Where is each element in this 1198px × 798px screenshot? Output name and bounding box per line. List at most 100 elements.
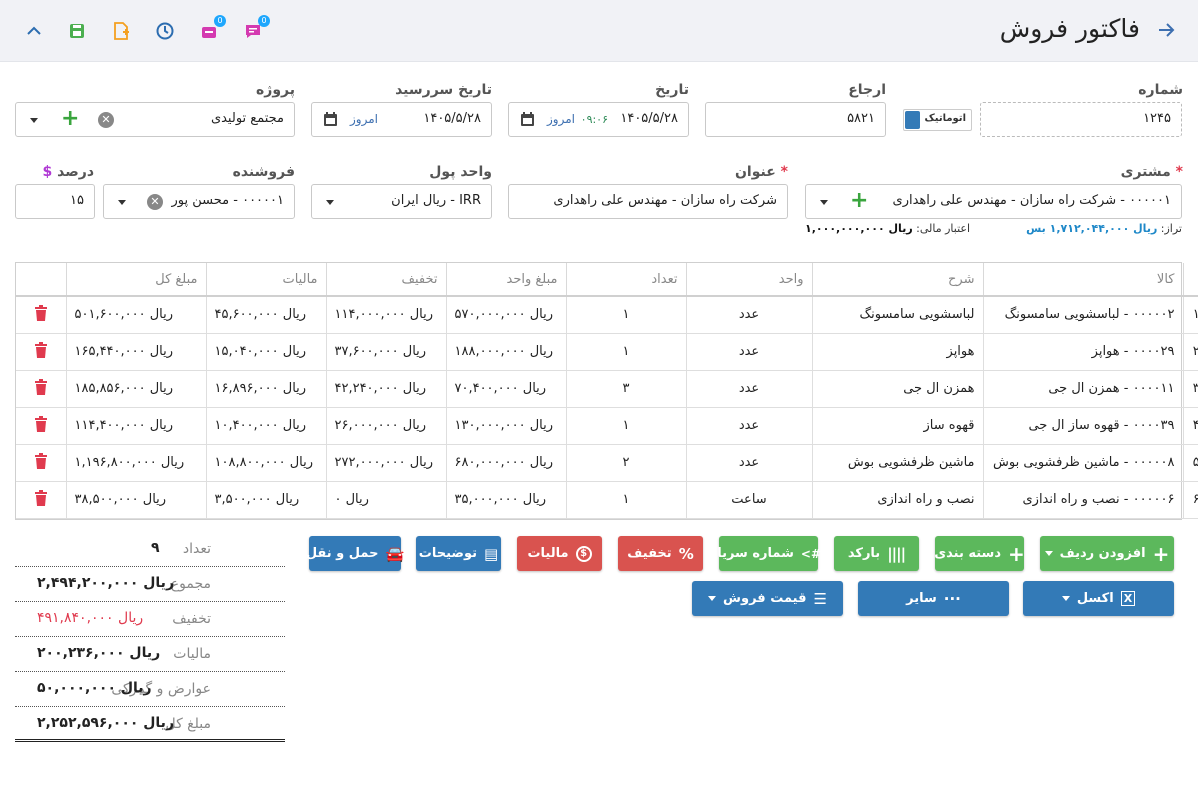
item-cell[interactable]: ۰۰۰۰۱۱ - همزن ال جی — [982, 370, 1183, 408]
unit-cell[interactable]: ساعت — [685, 481, 812, 519]
shipping-button[interactable]: 🚘 حمل و نقل — [306, 536, 404, 571]
percent-input[interactable]: ۱۵ — [15, 184, 95, 219]
price-cell[interactable]: ریال ۱۸۸,۰۰۰,۰۰۰ — [445, 333, 566, 371]
total-cell[interactable]: ریال ۱,۱۹۶,۸۰۰,۰۰۰ — [65, 444, 206, 482]
unit-cell[interactable]: عدد — [685, 333, 812, 371]
sale-price-button[interactable]: ☰ قیمت فروش — [692, 581, 843, 616]
qty-cell[interactable]: ۱ — [565, 407, 686, 445]
category-button[interactable]: + دسته بندی — [934, 536, 1025, 571]
project-select[interactable]: مجتمع تولیدی ✕ + — [15, 102, 295, 137]
project-clear-icon[interactable]: ✕ — [98, 112, 114, 128]
item-cell[interactable]: ۰۰۰۰۰۸ - ماشین ظرفشویی بوش — [982, 444, 1183, 482]
price-cell[interactable]: ریال ۳۵,۰۰۰,۰۰۰ — [445, 481, 566, 519]
inbox-icon[interactable]: 0 — [199, 15, 226, 41]
customer-add-icon[interactable]: + — [850, 188, 869, 213]
currency-dropdown-caret-icon[interactable] — [326, 200, 334, 205]
reference-input[interactable]: ۵۸۲۱ — [705, 102, 886, 137]
desc-cell[interactable]: هواپز — [811, 333, 983, 371]
auto-number-toggle[interactable]: اتوماتیک — [903, 109, 972, 131]
total-cell[interactable]: ریال ۵۰۱,۶۰۰,۰۰۰ — [65, 296, 206, 334]
new-document-icon[interactable] — [111, 21, 131, 41]
seller-dropdown-caret-icon[interactable] — [118, 200, 126, 205]
tax-cell[interactable]: ریال ۱۶,۸۹۶,۰۰۰ — [205, 370, 326, 408]
project-dropdown-caret-icon[interactable] — [30, 118, 38, 123]
discount-cell[interactable]: ریال ۴۲,۲۴۰,۰۰۰ — [325, 370, 446, 408]
discount-cell[interactable]: ریال ۲۷۲,۰۰۰,۰۰۰ — [325, 444, 446, 482]
due-date-input[interactable]: ۱۴۰۵/۵/۲۸ امروز — [311, 102, 492, 137]
discount-cell[interactable]: ریال ۱۱۴,۰۰۰,۰۰۰ — [325, 296, 446, 334]
price-cell[interactable]: ریال ۶۸۰,۰۰۰,۰۰۰ — [445, 444, 566, 482]
unit-cell[interactable]: عدد — [685, 444, 812, 482]
delete-row-trash-icon[interactable] — [34, 415, 48, 432]
barcode-button[interactable]: |||| بارکد — [834, 536, 919, 571]
date-today-link[interactable]: امروز — [547, 112, 575, 126]
subject-input[interactable]: شرکت راه سازان - مهندس علی راهداری — [508, 184, 788, 219]
seller-clear-icon[interactable]: ✕ — [147, 194, 163, 210]
save-icon[interactable] — [67, 21, 87, 41]
tax-cell[interactable]: ریال ۴۵,۶۰۰,۰۰۰ — [205, 296, 326, 334]
desc-cell[interactable]: همزن ال جی — [811, 370, 983, 408]
price-cell[interactable]: ریال ۷۰,۴۰۰,۰۰۰ — [445, 370, 566, 408]
total-cell[interactable]: ریال ۱۱۴,۴۰۰,۰۰۰ — [65, 407, 206, 445]
other-button[interactable]: ··· سایر — [858, 581, 1009, 616]
tax-button[interactable]: $ مالیات — [517, 536, 602, 571]
excel-button[interactable]: X اکسل — [1023, 581, 1174, 616]
item-cell[interactable]: ۰۰۰۰۰۶ - نصب و راه اندازی — [982, 481, 1183, 519]
customer-select[interactable]: ۰۰۰۰۰۱ - شرکت راه سازان - مهندس علی راهد… — [805, 184, 1182, 219]
project-add-icon[interactable]: + — [61, 106, 80, 131]
qty-cell[interactable]: ۲ — [565, 444, 686, 482]
qty-cell[interactable]: ۱ — [565, 296, 686, 334]
delete-row-trash-icon[interactable] — [34, 341, 48, 358]
seller-select[interactable]: ۰۰۰۰۰۱ - محسن پور ✕ — [103, 184, 295, 219]
delete-row-trash-icon[interactable] — [34, 489, 48, 506]
unit-cell[interactable]: عدد — [685, 296, 812, 334]
add-row-button[interactable]: + افزودن ردیف — [1040, 536, 1174, 571]
desc-cell[interactable]: قهوه ساز — [811, 407, 983, 445]
currency-select[interactable]: IRR - ریال ایران — [311, 184, 492, 219]
unit-cell[interactable]: عدد — [685, 370, 812, 408]
discount-cell[interactable]: ریال ۲۶,۰۰۰,۰۰۰ — [325, 407, 446, 445]
collapse-chevron-up-icon[interactable] — [24, 21, 44, 41]
tax-cell[interactable]: ریال ۱۵,۰۴۰,۰۰۰ — [205, 333, 326, 371]
item-cell[interactable]: ۰۰۰۰۳۹ - قهوه ساز ال جی — [982, 407, 1183, 445]
delete-row-trash-icon[interactable] — [34, 304, 48, 321]
qty-cell[interactable]: ۱ — [565, 481, 686, 519]
customer-dropdown-caret-icon[interactable] — [820, 200, 828, 205]
messages-icon[interactable]: 0 — [243, 15, 270, 41]
desc-cell[interactable]: لباسشویی سامسونگ — [811, 296, 983, 334]
calendar-icon[interactable] — [520, 112, 535, 127]
serial-number-button[interactable]: <#> شماره سریال — [706, 536, 831, 571]
total-cell[interactable]: ریال ۱۸۵,۸۵۶,۰۰۰ — [65, 370, 206, 408]
item-cell[interactable]: ۰۰۰۰۰۲ - لباسشویی سامسونگ — [982, 296, 1183, 334]
total-cell[interactable]: ریال ۱۶۵,۴۴۰,۰۰۰ — [65, 333, 206, 371]
due-date-today-link[interactable]: امروز — [350, 112, 378, 126]
tax-cell[interactable]: ریال ۱۰۸,۸۰۰,۰۰۰ — [205, 444, 326, 482]
price-cell[interactable]: ریال ۵۷۰,۰۰۰,۰۰۰ — [445, 296, 566, 334]
discount-cell[interactable]: ریال ۳۷,۶۰۰,۰۰۰ — [325, 333, 446, 371]
tax-cell[interactable]: ریال ۱۰,۴۰۰,۰۰۰ — [205, 407, 326, 445]
delete-row-trash-icon[interactable] — [34, 452, 48, 469]
unit-cell[interactable]: عدد — [685, 407, 812, 445]
tax-cell[interactable]: ریال ۳,۵۰۰,۰۰۰ — [205, 481, 326, 519]
discount-cell[interactable]: ریال ۰ — [325, 481, 446, 519]
back-arrow-icon[interactable] — [1156, 20, 1176, 40]
discount-button[interactable]: % تخفیف — [618, 536, 703, 571]
number-field[interactable]: ۱۲۴۵ — [980, 102, 1182, 137]
total-cell[interactable]: ریال ۳۸,۵۰۰,۰۰۰ — [65, 481, 206, 519]
calendar-icon[interactable] — [323, 112, 338, 127]
qty-cell[interactable]: ۳ — [565, 370, 686, 408]
desc-cell[interactable]: ماشین ظرفشویی بوش — [811, 444, 983, 482]
item-cell[interactable]: ۰۰۰۰۲۹ - هواپز — [982, 333, 1183, 371]
qty-cell[interactable]: ۱ — [565, 333, 686, 371]
delete-row-trash-icon[interactable] — [34, 378, 48, 395]
price-cell[interactable]: ریال ۱۳۰,۰۰۰,۰۰۰ — [445, 407, 566, 445]
desc-cell[interactable]: نصب و راه اندازی — [811, 481, 983, 519]
date-input[interactable]: ۱۴۰۵/۵/۲۸ ۰۹:۰۶ امروز — [508, 102, 689, 137]
history-clock-icon[interactable] — [155, 21, 175, 41]
